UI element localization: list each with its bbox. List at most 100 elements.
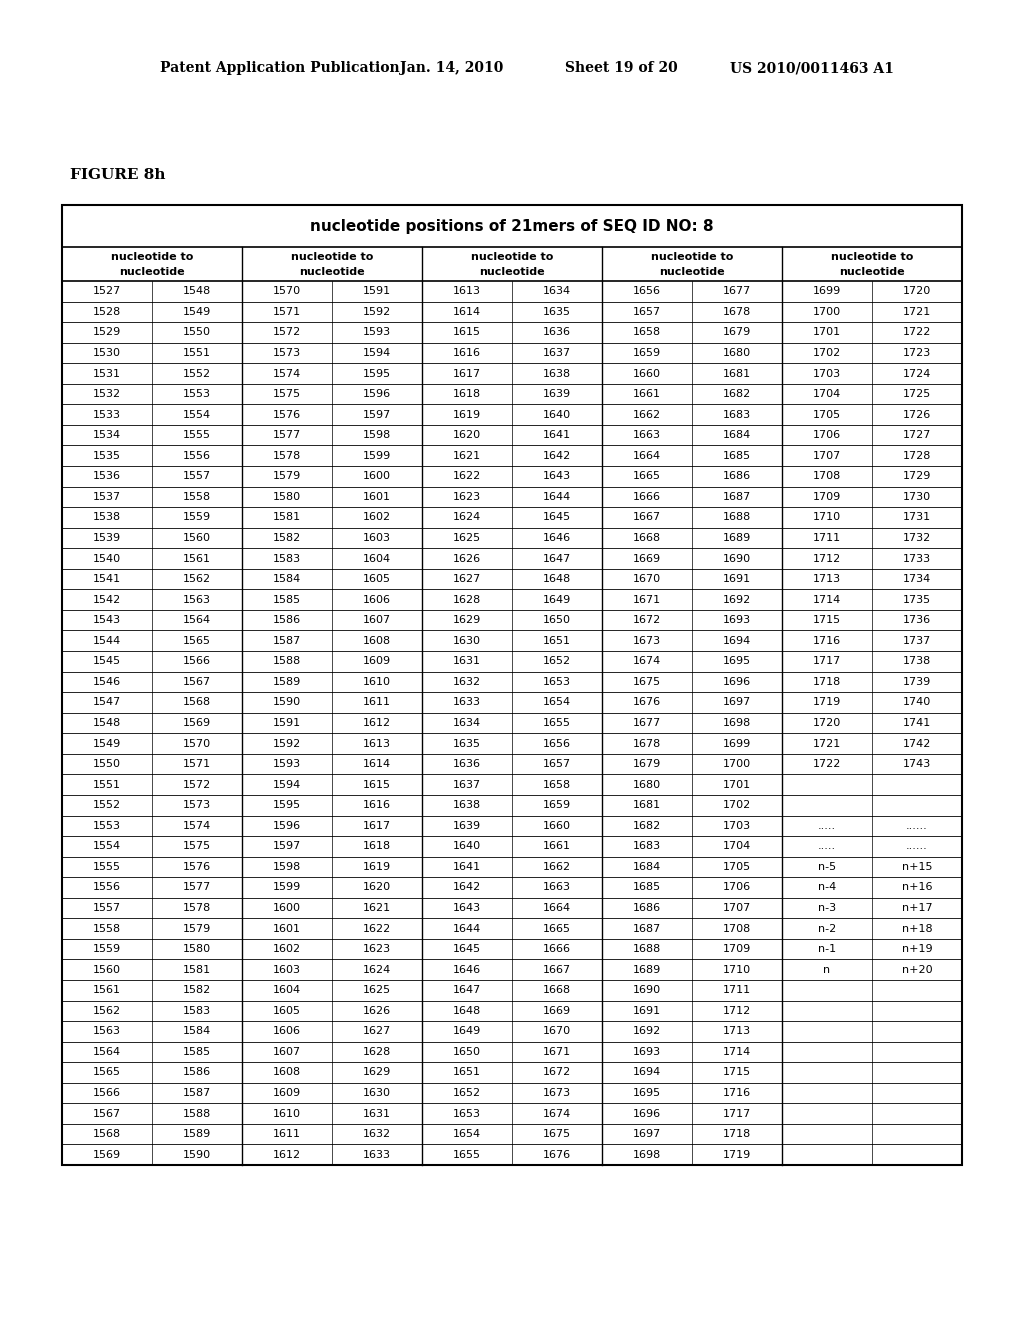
Text: 1593: 1593 bbox=[273, 759, 301, 770]
Text: 1560: 1560 bbox=[183, 533, 211, 543]
Text: 1679: 1679 bbox=[723, 327, 752, 338]
Text: 1553: 1553 bbox=[183, 389, 211, 399]
Text: 1668: 1668 bbox=[543, 985, 571, 995]
Text: 1530: 1530 bbox=[93, 348, 121, 358]
Text: 1666: 1666 bbox=[633, 492, 662, 502]
Text: 1607: 1607 bbox=[362, 615, 391, 626]
Text: 1652: 1652 bbox=[453, 1088, 481, 1098]
Text: 1574: 1574 bbox=[183, 821, 211, 830]
Text: 1647: 1647 bbox=[453, 985, 481, 995]
Text: 1548: 1548 bbox=[183, 286, 211, 296]
Text: 1643: 1643 bbox=[453, 903, 481, 913]
Text: 1624: 1624 bbox=[453, 512, 481, 523]
Text: 1549: 1549 bbox=[183, 306, 211, 317]
Text: 1584: 1584 bbox=[272, 574, 301, 583]
Text: Sheet 19 of 20: Sheet 19 of 20 bbox=[565, 61, 678, 75]
Text: 1677: 1677 bbox=[633, 718, 662, 729]
Text: 1696: 1696 bbox=[723, 677, 751, 686]
Text: n+20: n+20 bbox=[902, 965, 932, 974]
Text: 1611: 1611 bbox=[273, 1129, 301, 1139]
Text: 1644: 1644 bbox=[543, 492, 571, 502]
Text: 1743: 1743 bbox=[903, 759, 931, 770]
Text: 1668: 1668 bbox=[633, 533, 662, 543]
Text: 1572: 1572 bbox=[272, 327, 301, 338]
Text: 1592: 1592 bbox=[362, 306, 391, 317]
Text: 1627: 1627 bbox=[453, 574, 481, 583]
Text: 1567: 1567 bbox=[93, 1109, 121, 1118]
Text: 1628: 1628 bbox=[453, 594, 481, 605]
Text: 1682: 1682 bbox=[723, 389, 752, 399]
Text: 1631: 1631 bbox=[362, 1109, 391, 1118]
Text: 1722: 1722 bbox=[903, 327, 931, 338]
Text: 1558: 1558 bbox=[183, 492, 211, 502]
Text: 1695: 1695 bbox=[633, 1088, 662, 1098]
Text: 1594: 1594 bbox=[272, 780, 301, 789]
Text: 1699: 1699 bbox=[723, 739, 752, 748]
Text: 1659: 1659 bbox=[633, 348, 662, 358]
Text: 1672: 1672 bbox=[633, 615, 662, 626]
Text: 1589: 1589 bbox=[183, 1129, 211, 1139]
Text: 1720: 1720 bbox=[813, 718, 841, 729]
Text: 1736: 1736 bbox=[903, 615, 931, 626]
Text: 1674: 1674 bbox=[633, 656, 662, 667]
Text: 1589: 1589 bbox=[272, 677, 301, 686]
Text: 1704: 1704 bbox=[723, 841, 752, 851]
Text: 1676: 1676 bbox=[633, 697, 662, 708]
Text: 1717: 1717 bbox=[723, 1109, 752, 1118]
Text: 1680: 1680 bbox=[723, 348, 751, 358]
Text: 1615: 1615 bbox=[362, 780, 391, 789]
Text: 1583: 1583 bbox=[183, 1006, 211, 1016]
Text: 1583: 1583 bbox=[273, 553, 301, 564]
Text: 1642: 1642 bbox=[543, 450, 571, 461]
Text: 1653: 1653 bbox=[453, 1109, 481, 1118]
Text: 1692: 1692 bbox=[633, 1027, 662, 1036]
Text: 1700: 1700 bbox=[813, 306, 841, 317]
Text: 1707: 1707 bbox=[723, 903, 752, 913]
Text: 1610: 1610 bbox=[362, 677, 391, 686]
Text: 1551: 1551 bbox=[183, 348, 211, 358]
Text: 1706: 1706 bbox=[813, 430, 841, 440]
Text: 1552: 1552 bbox=[93, 800, 121, 810]
Text: 1708: 1708 bbox=[723, 924, 752, 933]
Text: 1559: 1559 bbox=[183, 512, 211, 523]
Text: 1688: 1688 bbox=[633, 944, 662, 954]
Text: 1623: 1623 bbox=[362, 944, 391, 954]
Text: 1528: 1528 bbox=[93, 306, 121, 317]
Text: 1625: 1625 bbox=[453, 533, 481, 543]
Text: 1622: 1622 bbox=[362, 924, 391, 933]
Text: 1566: 1566 bbox=[183, 656, 211, 667]
Text: 1726: 1726 bbox=[903, 409, 931, 420]
Text: nucleotide: nucleotide bbox=[119, 267, 184, 277]
Text: 1721: 1721 bbox=[813, 739, 841, 748]
Text: 1614: 1614 bbox=[453, 306, 481, 317]
Text: 1650: 1650 bbox=[453, 1047, 481, 1057]
Text: 1565: 1565 bbox=[183, 636, 211, 645]
Text: 1585: 1585 bbox=[183, 1047, 211, 1057]
Text: 1667: 1667 bbox=[543, 965, 571, 974]
Text: 1687: 1687 bbox=[633, 924, 662, 933]
Text: 1715: 1715 bbox=[813, 615, 841, 626]
Text: 1671: 1671 bbox=[633, 594, 662, 605]
Text: 1626: 1626 bbox=[453, 553, 481, 564]
Text: 1641: 1641 bbox=[453, 862, 481, 873]
Text: 1580: 1580 bbox=[183, 944, 211, 954]
Text: 1622: 1622 bbox=[453, 471, 481, 482]
Text: 1599: 1599 bbox=[362, 450, 391, 461]
Text: 1618: 1618 bbox=[362, 841, 391, 851]
Text: 1605: 1605 bbox=[362, 574, 391, 583]
Text: 1612: 1612 bbox=[362, 718, 391, 729]
Text: 1645: 1645 bbox=[543, 512, 571, 523]
Text: nucleotide to: nucleotide to bbox=[471, 252, 553, 261]
Text: 1633: 1633 bbox=[362, 1150, 391, 1160]
Text: 1638: 1638 bbox=[453, 800, 481, 810]
Text: 1737: 1737 bbox=[903, 636, 931, 645]
Text: 1591: 1591 bbox=[273, 718, 301, 729]
Text: nucleotide positions of 21mers of SEQ ID NO: 8: nucleotide positions of 21mers of SEQ ID… bbox=[310, 219, 714, 234]
Text: 1724: 1724 bbox=[903, 368, 931, 379]
Text: 1570: 1570 bbox=[183, 739, 211, 748]
Text: 1648: 1648 bbox=[543, 574, 571, 583]
Text: n: n bbox=[823, 965, 830, 974]
Text: nucleotide to: nucleotide to bbox=[291, 252, 373, 261]
Text: 1564: 1564 bbox=[93, 1047, 121, 1057]
Text: 1665: 1665 bbox=[633, 471, 662, 482]
